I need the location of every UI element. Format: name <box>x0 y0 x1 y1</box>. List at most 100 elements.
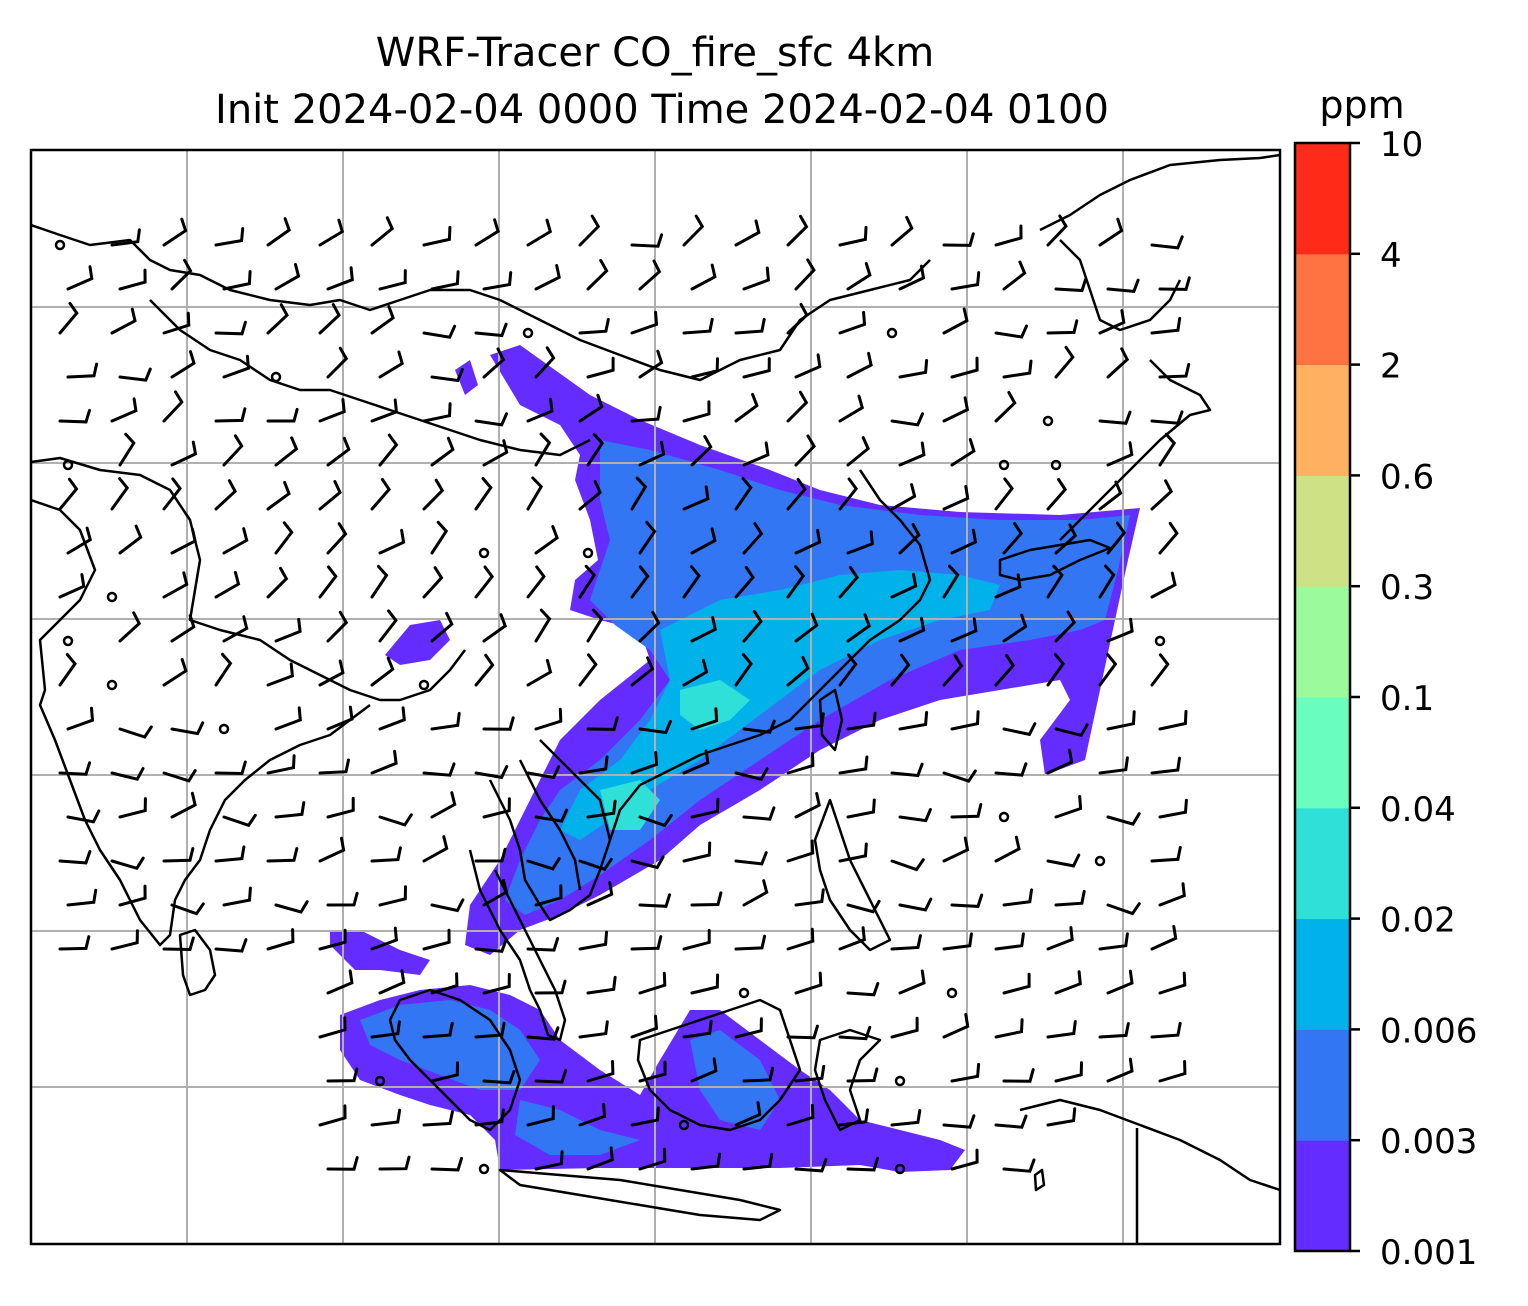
north-border-3 <box>499 259 931 382</box>
wind-barb <box>266 566 289 599</box>
wind-barb <box>846 262 872 291</box>
wind-barb <box>1054 610 1077 643</box>
new-guinea-coastline <box>1019 1098 1280 1192</box>
wind-barb <box>118 524 143 555</box>
wind-barb <box>638 349 664 379</box>
wind-barb <box>742 266 770 291</box>
wind-barb <box>890 762 924 778</box>
wind-barb <box>586 1060 615 1083</box>
wind-barb <box>110 307 137 335</box>
wind-barb <box>846 530 874 555</box>
wind-barb <box>630 751 659 775</box>
wind-barb <box>1106 521 1127 555</box>
wind-barb <box>578 1102 607 1127</box>
wind-barb <box>838 1108 869 1127</box>
wind-barb <box>378 969 406 995</box>
wind-barb <box>794 971 823 995</box>
wind-barb <box>1002 1158 1036 1173</box>
calm-wind-marker <box>1154 635 1166 647</box>
wind-barb <box>482 878 509 907</box>
wind-barb <box>1054 795 1083 819</box>
wind-barb <box>690 616 717 643</box>
wind-barb <box>994 835 1021 863</box>
wind-barb <box>526 476 544 511</box>
wind-barb <box>534 346 556 379</box>
sulawesi-coastline <box>813 1028 882 1132</box>
wind-barb <box>1150 410 1184 425</box>
wind-barb <box>690 973 720 995</box>
wind-barb <box>846 899 881 914</box>
wind-barb <box>170 527 197 555</box>
wind-barb <box>734 565 755 599</box>
wind-barb <box>838 477 859 511</box>
calm-markers <box>54 239 1166 1175</box>
wind-barb <box>110 228 141 247</box>
wind-barb <box>994 762 1028 777</box>
wind-barb <box>1002 522 1024 555</box>
wind-barb <box>326 796 355 819</box>
wind-barb <box>846 798 876 819</box>
wind-barb <box>586 432 605 467</box>
wind-barb <box>786 565 806 599</box>
wind-barb <box>378 528 406 555</box>
wind-barb <box>214 407 247 423</box>
calm-wind-marker <box>54 239 66 251</box>
wind-barb <box>66 706 95 731</box>
plume-south-low-2 <box>515 1100 640 1155</box>
wind-barb <box>222 615 249 643</box>
wind-barb <box>898 808 932 823</box>
plume-core-high-1 <box>680 680 750 730</box>
wind-barb <box>950 617 978 643</box>
wind-barb <box>1046 1020 1077 1039</box>
wind-barb <box>742 1066 775 1083</box>
wind-barb <box>482 271 513 291</box>
wind-barb <box>794 712 825 731</box>
wind-barb <box>482 347 506 379</box>
calm-wind-marker <box>1094 855 1106 867</box>
himalaya-border <box>31 456 466 702</box>
colorbar-swatch <box>1295 364 1350 476</box>
wind-barb <box>994 1018 1024 1039</box>
wind-barb <box>846 1067 879 1083</box>
wind-barb <box>638 440 666 467</box>
plume-lobe-west-tiny <box>455 360 478 395</box>
wind-barb <box>214 938 248 953</box>
wind-barb <box>266 303 289 335</box>
wind-barb <box>370 216 395 247</box>
wind-barb <box>170 350 196 379</box>
wind-barb <box>950 1062 981 1083</box>
wind-barb <box>534 608 552 643</box>
calm-wind-marker <box>998 811 1010 823</box>
china-east-coast <box>639 469 932 787</box>
map-panel <box>29 148 1282 1246</box>
wind-barb <box>474 847 507 863</box>
wind-barb <box>326 705 354 731</box>
wind-barb <box>890 572 918 599</box>
wind-barb <box>474 765 509 780</box>
wind-barb <box>422 928 451 951</box>
wind-barb <box>1054 970 1082 995</box>
india-coastline <box>31 498 371 947</box>
calm-wind-marker <box>886 327 898 339</box>
wind-barb <box>58 408 91 424</box>
wind-barb <box>786 1103 815 1127</box>
wind-barb <box>942 564 960 599</box>
wind-barb <box>786 655 810 687</box>
wind-barb <box>838 226 868 247</box>
wind-barb <box>734 851 768 866</box>
sri-lanka-coastline <box>178 928 217 997</box>
wind-barb <box>1046 853 1081 868</box>
wind-barb <box>66 265 94 291</box>
wind-barb <box>474 653 495 687</box>
wind-barb <box>838 926 866 951</box>
wind-barb <box>890 934 922 951</box>
wind-barb <box>482 1070 516 1085</box>
wind-barb <box>638 520 657 555</box>
wind-barb <box>482 797 511 819</box>
wind-barb <box>846 982 880 997</box>
wind-barb <box>794 1064 826 1083</box>
title-line-1: WRF-Tracer CO_fire_sfc 4km <box>376 30 934 76</box>
wind-barb <box>1098 932 1129 951</box>
wind-barb <box>586 356 615 379</box>
